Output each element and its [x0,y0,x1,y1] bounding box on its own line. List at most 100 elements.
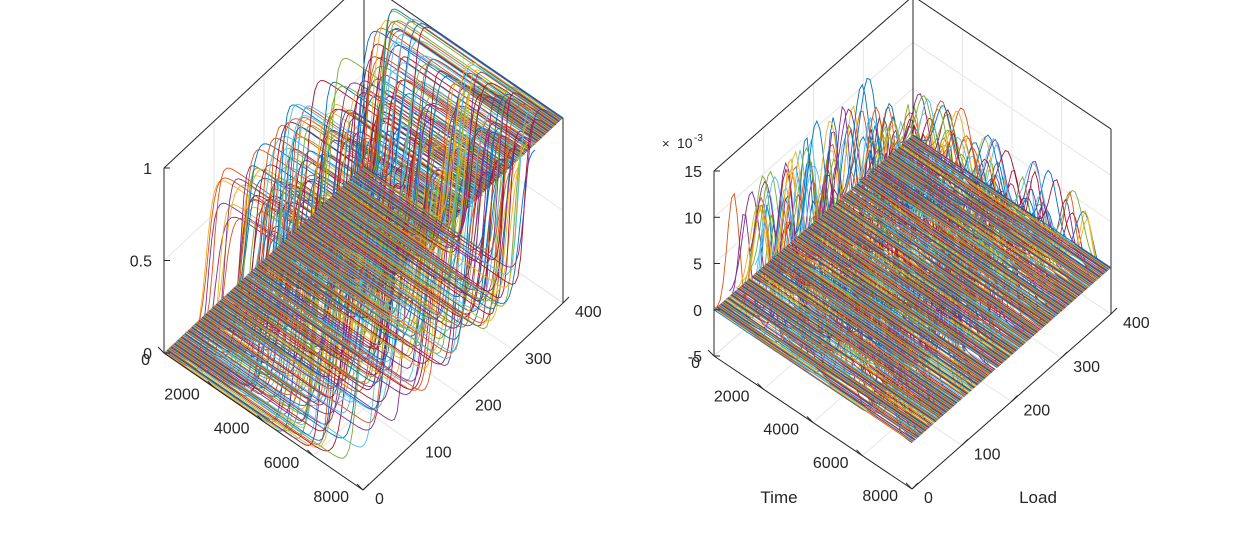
data-curve [238,239,439,395]
time-tick [306,449,314,457]
data-curve [757,161,956,405]
data-curve [347,96,548,248]
data-curve [849,132,1048,324]
data-curve [822,169,1021,348]
data-curve [826,116,1026,344]
time-tick-label: 2000 [164,386,200,403]
data-curve [755,196,955,407]
data-curve [819,167,1019,350]
data-curve [361,62,561,218]
data-curve [801,143,1001,366]
data-curve [304,166,505,328]
data-curve [272,205,472,365]
data-curve [309,57,510,220]
data-curve [337,136,537,292]
data-curve [354,97,555,264]
time-tick-label: 8000 [313,489,349,506]
load-tick [512,343,520,351]
data-curve [806,205,1006,362]
data-curve [356,82,556,238]
data-curve [736,175,936,423]
time-tick [806,416,814,423]
data-curve [343,80,544,244]
data-curve [801,169,1000,367]
time-tick-label: 8000 [862,488,898,505]
data-curve [301,102,501,255]
data-curve [315,166,515,324]
data-curve [184,281,385,439]
left-axes-front-edges [157,167,570,491]
data-curve [348,34,549,193]
data-curve [200,275,400,431]
data-curve [751,168,951,410]
load-tick-label: 100 [974,446,1001,463]
data-curve [847,181,1047,326]
data-curve [882,160,1082,295]
z-tick-label: 5 [693,257,702,274]
data-curve [853,186,1052,321]
data-curve [762,237,961,401]
data-curve [327,82,528,243]
data-curve [908,138,1107,273]
data-curve [780,244,980,385]
data-curve [753,194,953,409]
data-curve [883,159,1083,294]
data-curve [875,159,1075,301]
data-curve [293,177,494,340]
data-curve [775,204,974,390]
time-tick [356,483,364,491]
data-curve [742,225,941,419]
data-curve [819,105,1018,351]
data-curve [866,173,1066,309]
data-curve [769,155,969,394]
data-curve [317,123,517,285]
data-curve [893,151,1092,286]
data-curve [851,106,1051,322]
data-curve [320,157,521,310]
data-curve [333,122,534,280]
data-curve [862,163,1061,313]
data-curve [346,59,546,222]
data-curve [902,143,1102,277]
right-axes-front-edges [707,170,1118,490]
data-curve [888,148,1088,290]
data-curve [722,262,921,436]
data-curve [856,183,1056,318]
left-curve-family [163,8,564,459]
data-curve [254,183,454,350]
data-curve [887,156,1087,291]
data-curve [850,106,1049,323]
load-tick-label: 200 [1024,403,1051,420]
data-curve [880,119,1080,297]
data-curve [321,130,522,297]
data-curve [289,143,489,311]
data-curve [244,236,445,391]
data-curve [790,212,989,376]
time-tick [257,415,264,422]
data-curve [222,247,423,403]
data-curve [899,138,1098,280]
load-tick-label: 300 [1073,359,1100,376]
data-curve [252,185,453,349]
data-curve [319,166,519,322]
time-tick-label: 2000 [714,388,750,405]
data-curve [313,163,513,330]
data-curve [363,26,563,189]
data-curve [909,107,1109,271]
data-curve [759,246,958,404]
data-curve [331,43,532,209]
z-tick-label: 0.5 [130,254,152,271]
data-curve [782,216,981,384]
data-curve [241,124,441,290]
data-curve [359,92,560,261]
data-curve [326,154,526,309]
data-curve [842,117,1041,330]
data-curve [789,166,989,377]
data-curve [296,167,496,331]
load-tick [462,390,470,397]
data-curve [316,137,517,289]
data-curve [345,93,546,253]
data-curve [906,139,1106,274]
